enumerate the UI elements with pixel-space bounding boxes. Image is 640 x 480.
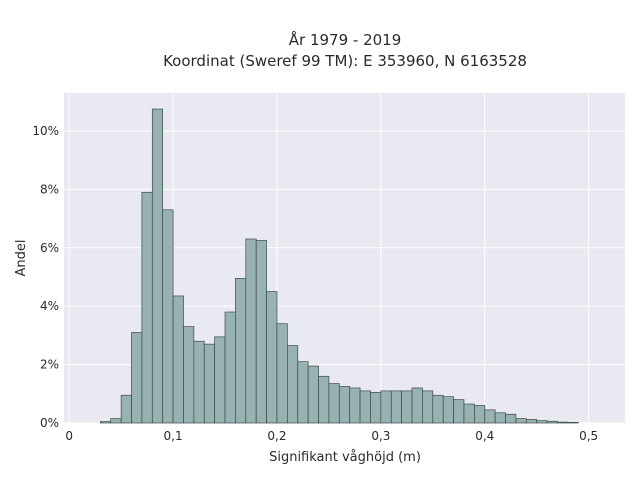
histogram-bar [224, 311, 236, 424]
histogram-bar [266, 291, 278, 424]
x-tick-label: 0,4 [475, 429, 494, 443]
histogram-bar [442, 396, 454, 424]
x-tick-labels: 0 0,1 0,2 0,3 0,4 0,5 [65, 429, 598, 443]
y-tick-label: 10% [32, 124, 59, 138]
histogram-bar [338, 386, 351, 424]
x-tick-label: 0,1 [164, 429, 183, 443]
x-tick-label: 0,2 [267, 429, 286, 443]
histogram-bar [141, 191, 153, 424]
histogram-bar [525, 419, 538, 424]
histogram-bar [453, 399, 465, 424]
histogram-bar [318, 375, 330, 424]
x-tick-label: 0 [65, 429, 73, 443]
histogram-bar [193, 340, 205, 424]
histogram-bars [100, 108, 579, 424]
histogram-bar [100, 421, 112, 424]
histogram-bar [546, 420, 558, 424]
histogram-bar [307, 365, 319, 424]
y-tick-labels: 0% 2% 4% 6% 8% 10% [32, 124, 59, 430]
y-tick-label: 6% [40, 241, 59, 255]
histogram-bar [557, 421, 569, 424]
histogram-bar [515, 418, 527, 424]
histogram-bar [567, 422, 579, 424]
histogram-bar [349, 387, 361, 424]
histogram-bar [422, 390, 434, 424]
histogram-bar [120, 394, 132, 424]
y-tick-label: 2% [40, 358, 59, 372]
histogram-bar [255, 240, 267, 424]
y-tick-label: 0% [40, 416, 59, 430]
histogram-bar [172, 295, 184, 424]
histogram-bar [494, 412, 506, 424]
histogram-bar [432, 394, 444, 424]
histogram-bar [370, 391, 382, 424]
histogram-bar [151, 108, 164, 424]
histogram-bar [131, 332, 143, 424]
histogram-bar [411, 387, 423, 424]
x-tick-label: 0,3 [371, 429, 390, 443]
histogram-bar [401, 390, 413, 424]
histogram-bar [245, 238, 257, 424]
histogram-bar [183, 326, 195, 424]
x-tick-label: 0,5 [579, 429, 598, 443]
histogram-bar [297, 361, 309, 424]
histogram-bar [536, 420, 548, 424]
histogram-bar [162, 209, 174, 424]
histogram-bar [484, 409, 496, 424]
y-tick-label: 8% [40, 182, 59, 196]
histogram-bar [328, 383, 340, 424]
histogram-bar [110, 418, 122, 424]
x-axis-label: Signifikant våghöjd (m) [269, 450, 421, 465]
y-axis-label: Andel [14, 240, 29, 277]
histogram-bar [203, 343, 215, 424]
chart-subtitle: Koordinat (Sweref 99 TM): E 353960, N 61… [163, 52, 527, 70]
histogram-bar [380, 390, 392, 424]
histogram-bar [214, 336, 226, 424]
histogram-bar [287, 345, 299, 424]
histogram-bar [505, 413, 517, 424]
chart-title: År 1979 - 2019 [289, 30, 402, 49]
histogram-bar [463, 403, 475, 424]
histogram-bar [276, 323, 288, 424]
histogram-bar [359, 390, 371, 424]
histogram-bar [390, 390, 402, 424]
histogram-bar [474, 405, 486, 424]
histogram-bar [235, 278, 247, 424]
y-tick-label: 4% [40, 299, 59, 313]
